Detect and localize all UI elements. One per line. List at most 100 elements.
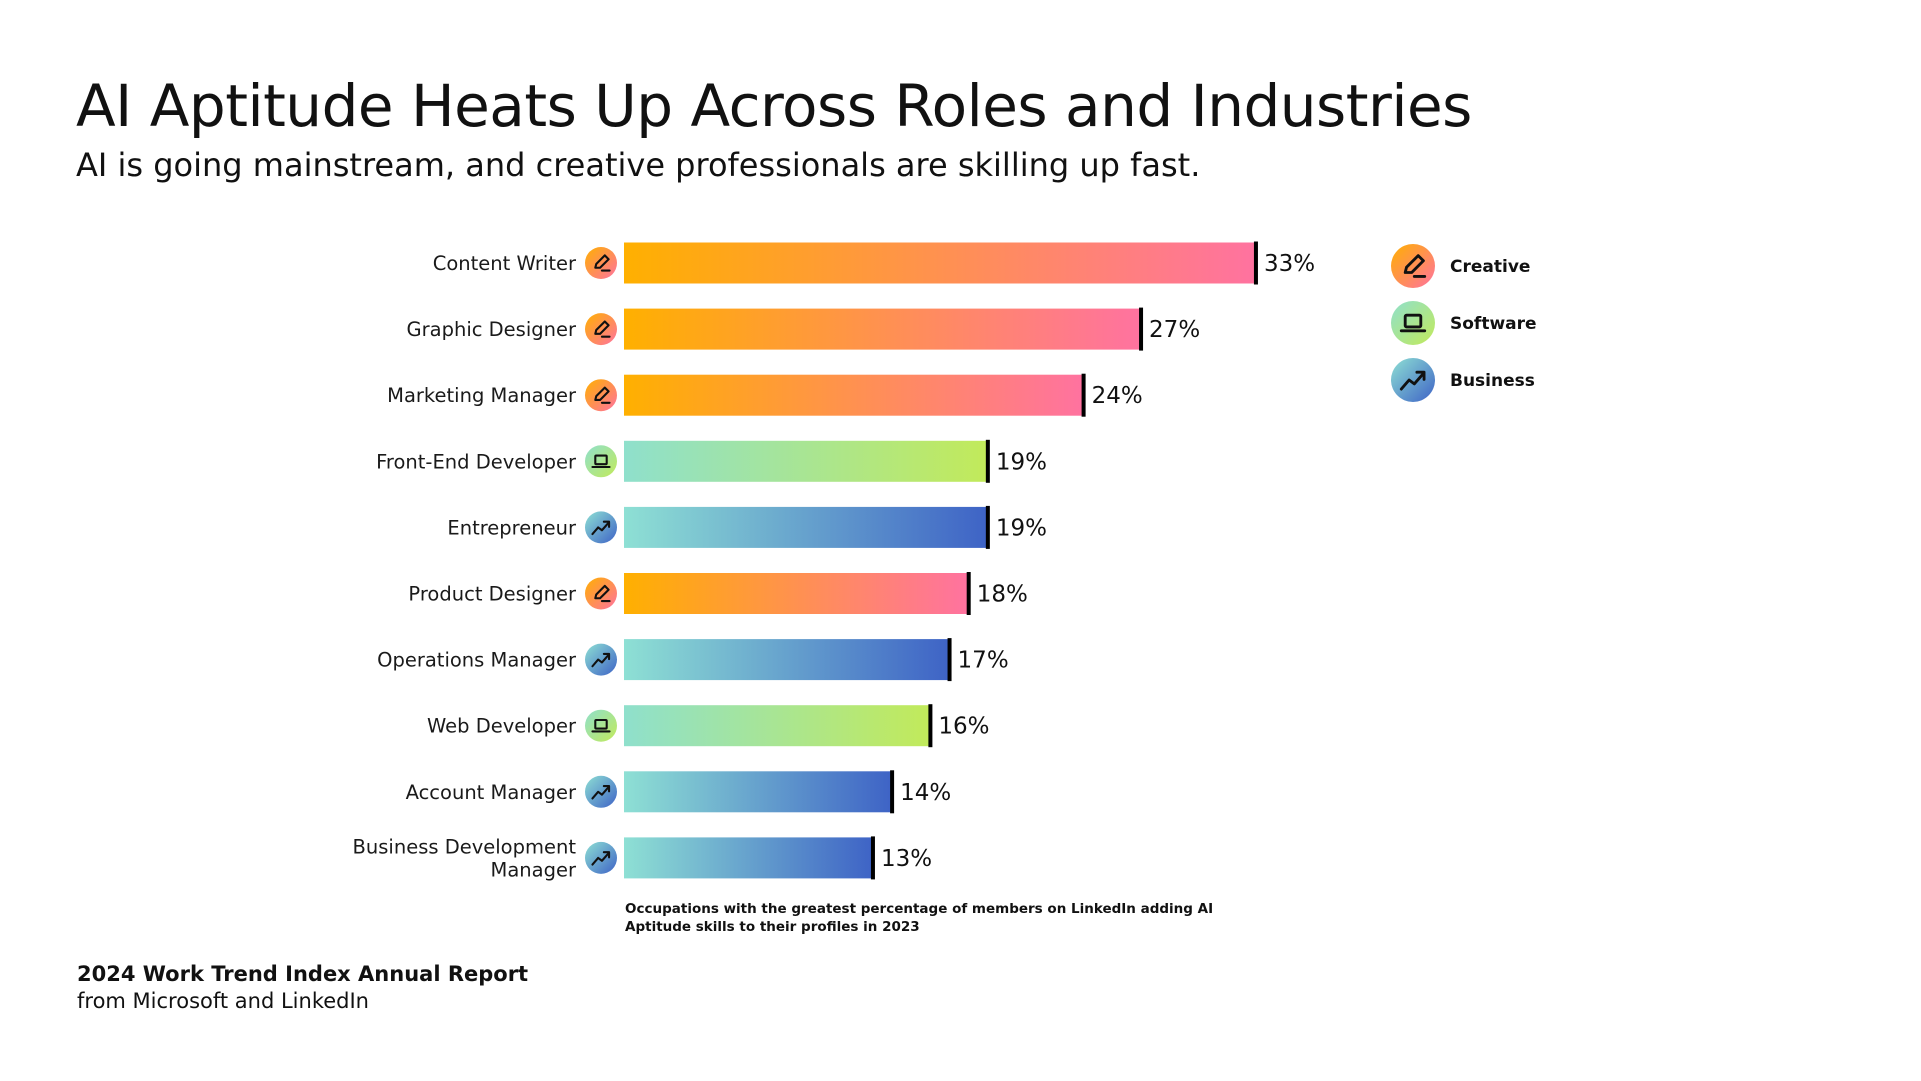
bar-creative [624, 242, 1256, 284]
value-label: 27% [1149, 317, 1200, 343]
category-label: Content Writer [433, 252, 577, 275]
value-label: 19% [996, 515, 1047, 541]
bar-row: 19% Front-End Developer [376, 439, 1047, 483]
bar-end-marker [1253, 241, 1258, 285]
category-icon [585, 709, 617, 742]
legend-item-creative: Creative [1391, 244, 1530, 288]
bar-row: 16% Web Developer [427, 704, 990, 748]
value-label: 33% [1264, 251, 1315, 277]
bar-row: 18% Product Designer [408, 572, 1028, 615]
bar-row: 33% Content Writer [433, 241, 1315, 285]
bar-end-marker [890, 770, 895, 814]
category-label-line: Product Designer [408, 583, 577, 606]
category-icon-dot [585, 379, 617, 412]
bar-end-marker [870, 836, 875, 880]
legend-icon [1391, 301, 1435, 345]
bar-end-marker [947, 638, 952, 682]
trend-up-icon [1399, 370, 1426, 391]
category-label: Account Manager [406, 781, 577, 804]
category-icon [585, 313, 617, 346]
category-icon-dot [585, 643, 617, 676]
category-icon [585, 511, 617, 544]
category-icon [585, 247, 617, 279]
pencil-icon [594, 584, 611, 603]
legend-label: Creative [1450, 257, 1530, 277]
page-title: AI Aptitude Heats Up Across Roles and In… [76, 72, 1472, 140]
category-icon [585, 841, 617, 874]
bar-software [624, 705, 931, 747]
bar-creative [624, 573, 969, 614]
legend-icon-dot [1391, 358, 1435, 402]
category-icon-dot [585, 577, 617, 610]
pencil-icon [594, 320, 611, 338]
legend-icon-dot [1391, 244, 1435, 288]
category-icon-dot [585, 313, 617, 346]
bar-row: 13% Business Development Manager [353, 835, 933, 881]
bar-business [624, 639, 950, 681]
bars-layer: 33% Content Writer 27% Graphic Designer 24% M… [353, 241, 1315, 881]
bar-row: 17% Operations Manager [377, 638, 1009, 682]
category-icon-dot [585, 841, 617, 874]
category-icon-dot [585, 775, 617, 808]
category-label-line: Account Manager [406, 781, 577, 804]
category-icon-dot [585, 511, 617, 544]
trend-up-icon [591, 652, 611, 668]
value-label: 14% [900, 780, 951, 806]
category-icon [585, 379, 617, 412]
laptop-icon [591, 454, 611, 469]
bar-business [624, 771, 893, 813]
trend-up-icon [591, 851, 611, 866]
bar-software [624, 440, 988, 482]
category-label-line: Content Writer [433, 252, 577, 275]
category-label: Entrepreneur [447, 516, 577, 539]
bar-row: 14% Account Manager [406, 770, 951, 814]
category-icon [585, 577, 617, 610]
bar-end-marker [985, 505, 990, 549]
legend-label: Software [1450, 314, 1537, 334]
category-icon [585, 643, 617, 676]
category-label-line: Marketing Manager [387, 384, 577, 407]
category-label: Front-End Developer [376, 450, 577, 473]
legend-icon [1391, 244, 1435, 288]
category-label-line: Graphic Designer [407, 318, 577, 341]
page-subtitle: AI is going mainstream, and creative pro… [76, 146, 1201, 184]
laptop-icon [1399, 313, 1427, 333]
legend-item-software: Software [1391, 301, 1537, 345]
report-source: from Microsoft and LinkedIn [77, 989, 369, 1013]
bar-end-marker [1139, 307, 1144, 351]
value-label: 18% [977, 582, 1028, 608]
category-icon-dot [585, 709, 617, 742]
value-label: 19% [996, 449, 1047, 475]
category-label-line: Operations Manager [377, 649, 577, 672]
bar-business [624, 506, 988, 548]
legend-icon [1391, 358, 1435, 402]
value-label: 16% [938, 714, 989, 740]
category-label-line: Business Development [353, 835, 577, 858]
bar-end-marker [928, 704, 933, 748]
chart-footnote: Occupations with the greatest percentage… [625, 901, 1214, 935]
legend-label: Business [1450, 371, 1535, 391]
value-label: 24% [1092, 383, 1143, 409]
laptop-icon [591, 718, 611, 733]
report-title: 2024 Work Trend Index Annual Report [77, 962, 529, 986]
category-icon [585, 445, 617, 478]
category-label-line: Web Developer [427, 715, 577, 738]
value-label: 17% [958, 648, 1009, 674]
category-icon-dot [585, 445, 617, 478]
pencil-icon [594, 386, 611, 404]
category-label: Operations Manager [377, 649, 577, 672]
category-label: Business Development Manager [353, 835, 577, 881]
category-icon-dot [585, 247, 617, 279]
bar-creative [624, 308, 1142, 350]
bar-row: 27% Graphic Designer [407, 307, 1200, 351]
category-label: Graphic Designer [407, 318, 577, 341]
category-icon [585, 775, 617, 808]
category-label: Web Developer [427, 715, 577, 738]
bar-end-marker [966, 572, 971, 615]
category-label-line: Entrepreneur [447, 516, 577, 539]
bar-end-marker [1081, 373, 1086, 417]
bar-business [624, 837, 873, 879]
category-label: Marketing Manager [387, 384, 577, 407]
bar-creative [624, 374, 1084, 416]
